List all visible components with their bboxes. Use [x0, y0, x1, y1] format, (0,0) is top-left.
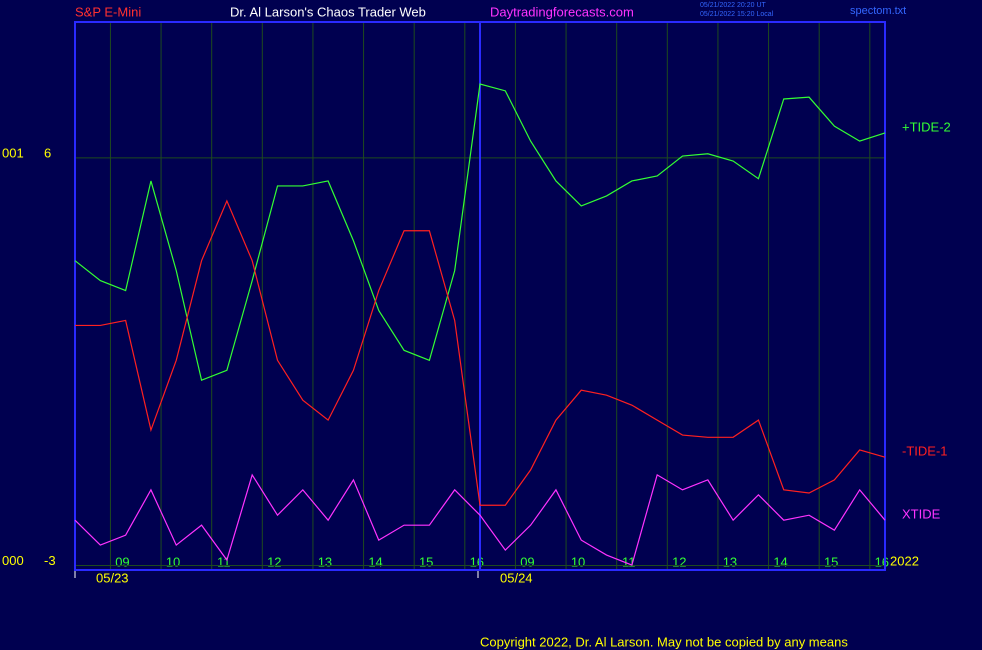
series-label: +TIDE-2: [902, 119, 951, 134]
y-side-label: 000: [2, 553, 24, 568]
x-tick-label: 12: [267, 554, 281, 569]
x-tick-label: 12: [672, 554, 686, 569]
x-tick-label: 14: [773, 554, 787, 569]
x-tick-label: 16: [875, 554, 889, 569]
header-left: S&P E-Mini: [75, 4, 141, 19]
stamp-ut: 05/21/2022 20:20 UT: [700, 2, 766, 9]
plot-frame: [74, 21, 886, 571]
x-tick-label: 10: [166, 554, 180, 569]
day-label: 05/23: [96, 570, 129, 585]
y-tick-label: 6: [44, 145, 51, 160]
x-tick-label: 09: [115, 554, 129, 569]
year: 2022: [890, 553, 919, 568]
footer: Copyright 2022, Dr. Al Larson. May not b…: [480, 634, 848, 649]
x-tick-label: 16: [470, 554, 484, 569]
stamp-local: 05/21/2022 15:20 Local: [700, 11, 774, 18]
x-tick-label: 15: [824, 554, 838, 569]
y-side-label: 001: [2, 145, 24, 160]
x-tick-label: 15: [419, 554, 433, 569]
series-label: -TIDE-1: [902, 444, 948, 459]
header-title: Dr. Al Larson's Chaos Trader Web: [230, 4, 426, 19]
x-tick-label: 13: [318, 554, 332, 569]
x-tick-label: 14: [368, 554, 382, 569]
series-label: XTIDE: [902, 507, 941, 522]
header-site: Daytradingforecasts.com: [490, 4, 634, 19]
series-line: [75, 199, 886, 506]
x-tick-label: 10: [571, 554, 585, 569]
x-tick-label: 09: [520, 554, 534, 569]
series-line: [74, 473, 886, 566]
y-tick-label: -3: [44, 553, 56, 568]
x-tick-label: 13: [723, 554, 737, 569]
series-line: [74, 83, 886, 382]
file-name: spectom.txt: [850, 5, 906, 17]
day-label: 05/24: [500, 570, 533, 585]
